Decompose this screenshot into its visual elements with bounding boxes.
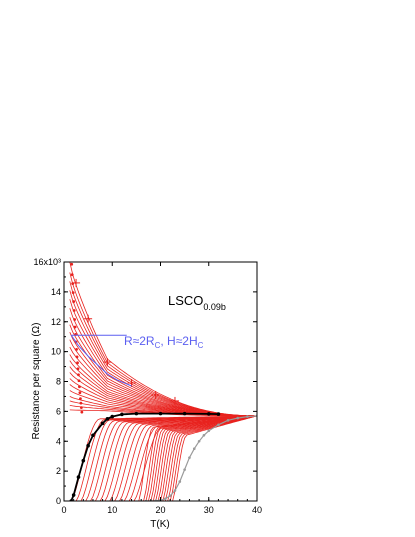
data-point [72, 300, 76, 303]
plot-curves [69, 262, 257, 501]
y-axis-label: Resistance per square (Ω) [31, 323, 42, 440]
data-point [173, 489, 177, 492]
field-curve-insulating [69, 290, 256, 417]
data-point [77, 373, 80, 377]
y-tick-label: 8 [56, 377, 61, 387]
x-tick-label: 20 [155, 505, 165, 515]
data-point [182, 411, 187, 416]
data-point [79, 397, 82, 401]
data-point [206, 412, 211, 416]
data-point [236, 416, 239, 420]
data-point [120, 412, 124, 417]
data-point [71, 493, 76, 497]
data-point [76, 361, 79, 365]
y-tick-label: 16x10³ [33, 257, 61, 267]
data-point [207, 429, 211, 433]
data-point [72, 309, 76, 312]
data-point [168, 494, 172, 498]
data-point [134, 411, 139, 416]
axis-ticks: 0 10 20 30 40 0 2 4 6 8 10 12 14 16x10³ [33, 257, 262, 515]
data-point [81, 458, 86, 463]
data-point [71, 291, 75, 295]
data-point [75, 355, 79, 359]
data-point [73, 318, 77, 321]
data-point [79, 406, 83, 410]
data-point [78, 385, 81, 389]
plot-frame [63, 261, 258, 502]
x-tick-label: 0 [61, 505, 66, 515]
annotation-mid: , H≈2H [160, 334, 197, 348]
field-curve-insulating [69, 354, 256, 417]
x-tick-label: 40 [252, 505, 262, 515]
data-point [158, 411, 163, 416]
y-tick-label: 6 [56, 406, 61, 416]
critical-ratio-curve [70, 334, 132, 387]
data-point [164, 497, 167, 501]
annotation-sub2: C [198, 341, 204, 350]
data-point [226, 419, 230, 422]
data-point [178, 480, 182, 483]
x-axis-label: T(K) [150, 519, 169, 530]
sample-title-subscript: 0.09b [203, 302, 226, 312]
annotation-sub1: C [155, 341, 161, 350]
data-point [100, 421, 105, 426]
annotation-main: R≈2R [124, 334, 155, 348]
data-point [86, 443, 90, 448]
data-point [70, 262, 74, 266]
field-curve-insulating [69, 372, 256, 417]
sample-title-main: LSCO [168, 293, 203, 308]
data-point [217, 423, 220, 427]
data-point [76, 367, 80, 371]
data-point [80, 410, 84, 414]
y-tick-label: 10 [51, 347, 61, 357]
data-point [76, 475, 81, 479]
data-point [197, 439, 201, 443]
data-point [246, 415, 249, 418]
data-point [78, 391, 82, 395]
data-point [188, 456, 191, 459]
annotation-label: R≈2RC, H≈2HC [124, 334, 204, 350]
y-tick-label: 2 [56, 466, 61, 476]
x-tick-label: 10 [107, 505, 117, 515]
data-point [79, 401, 83, 405]
data-point [105, 417, 110, 421]
field-curve-superconducting [138, 415, 257, 501]
data-point [70, 273, 74, 277]
data-point [77, 379, 81, 383]
data-point [192, 447, 196, 451]
y-tick-label: 4 [56, 436, 61, 446]
field-curve-insulating [69, 346, 256, 417]
data-point [216, 412, 221, 416]
data-point [91, 433, 95, 438]
y-tick-label: 0 [56, 496, 61, 506]
data-point [75, 347, 78, 351]
x-tick-label: 30 [204, 505, 214, 515]
y-tick-label: 12 [51, 317, 61, 327]
data-point [202, 433, 206, 437]
sample-title: LSCO0.09b [168, 293, 226, 312]
data-point [110, 414, 115, 419]
field-curve-insulating [69, 281, 256, 417]
data-point [183, 468, 186, 471]
y-tick-label: 14 [51, 287, 61, 297]
data-point [73, 325, 77, 329]
